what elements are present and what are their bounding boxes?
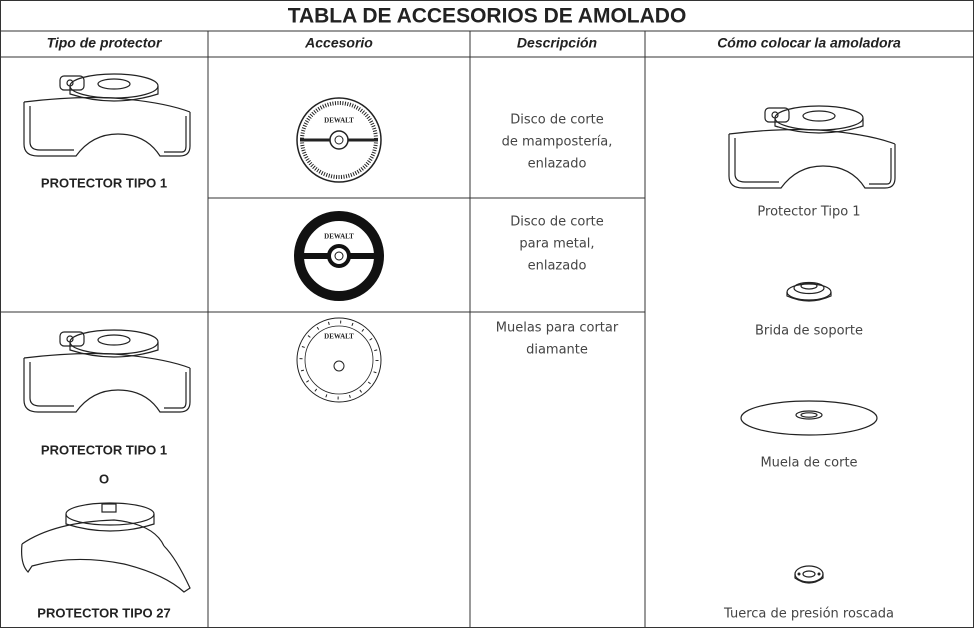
description-line: para metal, [519,237,594,252]
assembly-label: Tuerca de presión roscada [723,607,894,622]
column-header: Accesorio [304,35,373,51]
description-line: Disco de corte [510,215,604,230]
guard-label: PROTECTOR TIPO 1 [41,175,167,190]
description-line: enlazado [528,259,587,274]
description-line: enlazado [528,157,587,172]
diamond-wheel: DEWALT [296,317,382,403]
wheel-illustration [740,400,878,436]
guard-label: PROTECTOR TIPO 27 [37,605,170,620]
description-line: Muelas para cortar [496,321,619,336]
description-line: de mampostería, [502,135,613,150]
column-header: Tipo de protector [47,35,163,51]
guard-illustration [23,73,191,157]
description-line: diamante [526,343,588,358]
flange-illustration [786,281,832,302]
guard-illustration [21,502,191,593]
column-header: Descripción [517,35,597,51]
metal-disc: DEWALT [294,211,384,301]
table-title: TABLA DE ACCESORIOS DE AMOLADO [288,5,687,28]
brand-logo: DEWALT [324,117,354,125]
assembly-label: Muela de corte [760,456,857,471]
masonry-disc: DEWALT [296,97,382,183]
brand-logo: DEWALT [324,233,354,241]
guard-illustration [728,105,896,189]
brand-logo: DEWALT [324,333,354,341]
assembly-label: Protector Tipo 1 [757,205,860,220]
description-line: Disco de corte [510,113,604,128]
column-header: Cómo colocar la amoladora [717,35,901,51]
assembly-label: Brida de soporte [755,324,863,339]
guard-label: O [99,471,109,486]
guard-label: PROTECTOR TIPO 1 [41,442,167,457]
guard-illustration [23,329,191,413]
nut-illustration [794,565,824,584]
